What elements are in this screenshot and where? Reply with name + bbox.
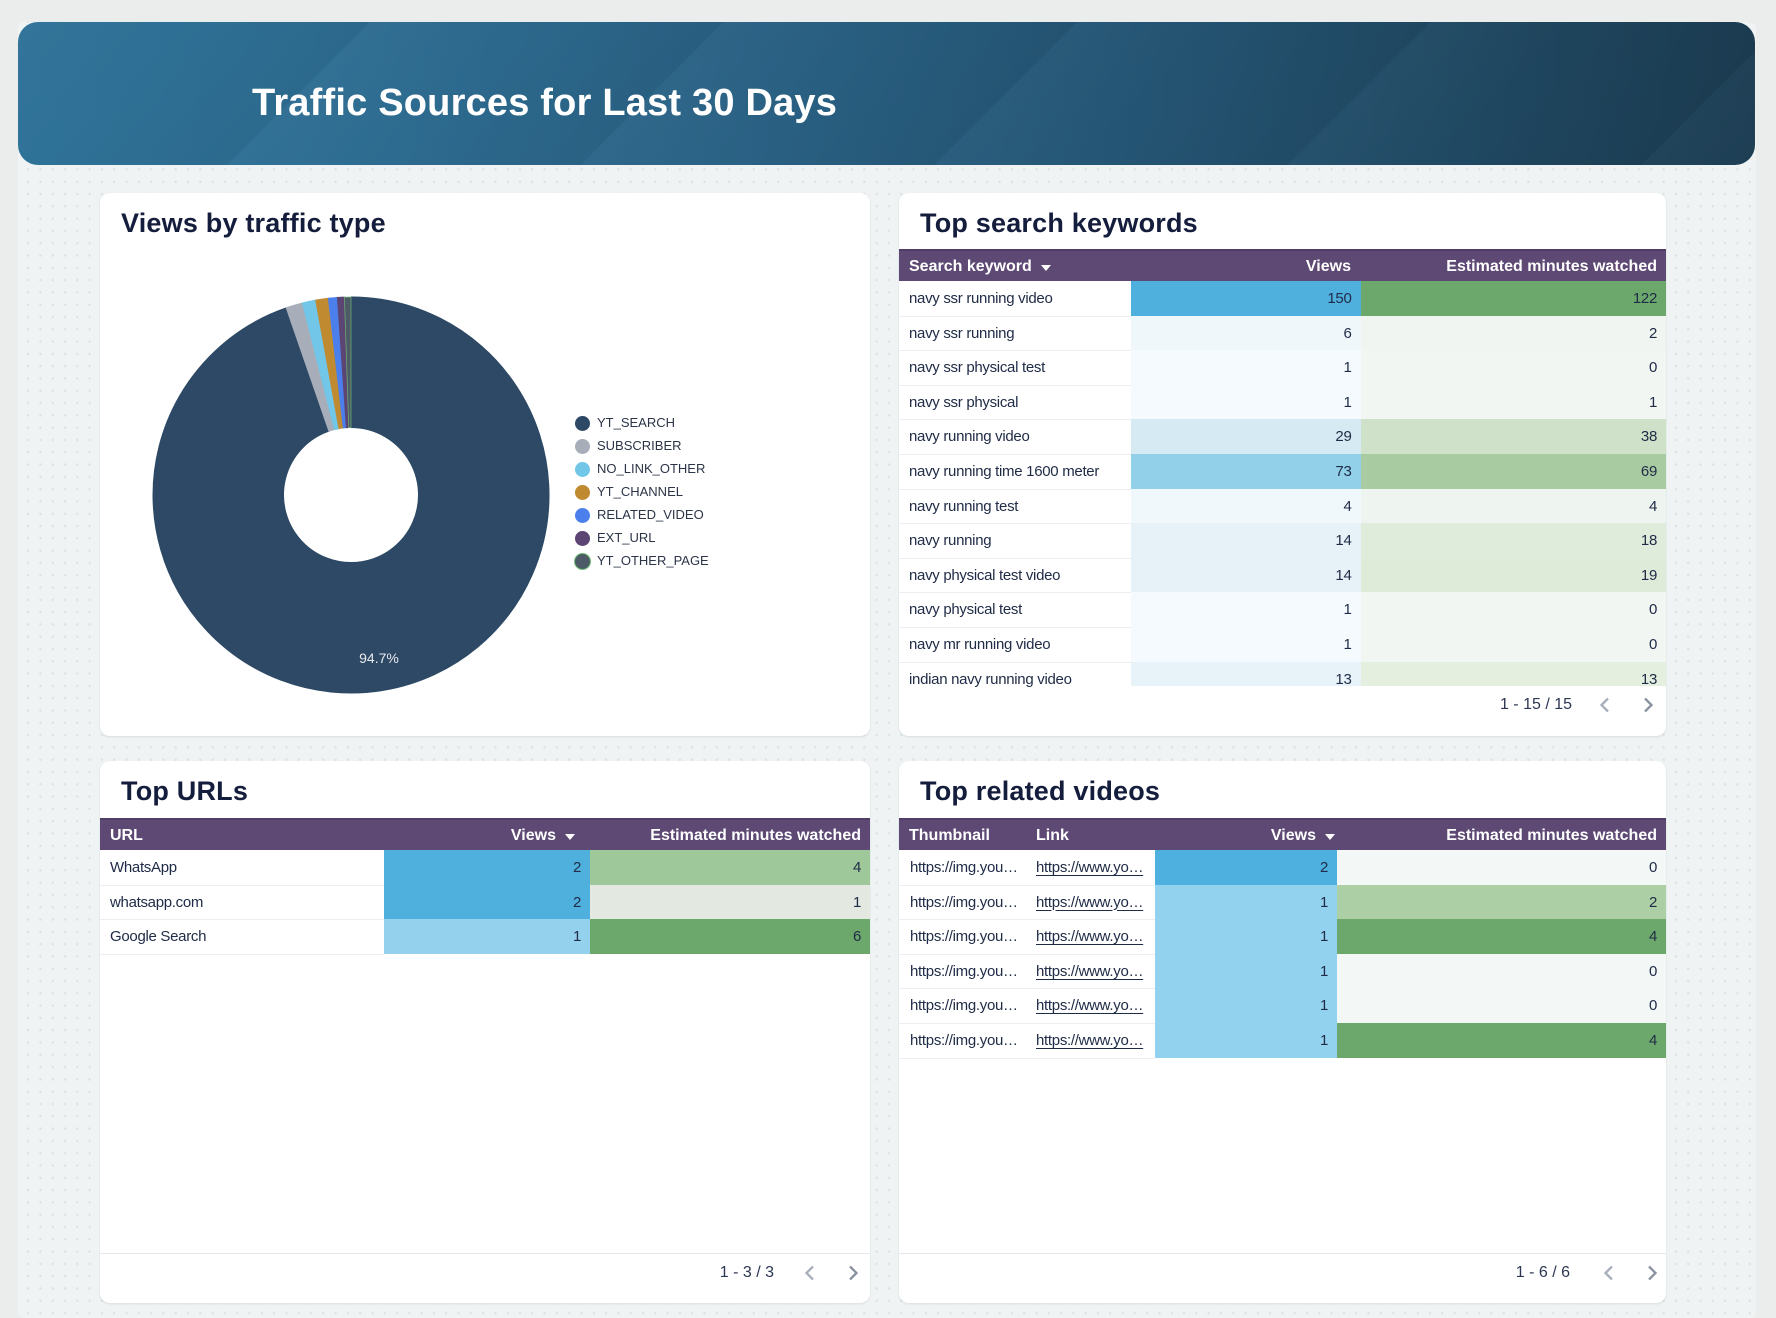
svg-text:94.7%: 94.7% [359, 650, 399, 666]
